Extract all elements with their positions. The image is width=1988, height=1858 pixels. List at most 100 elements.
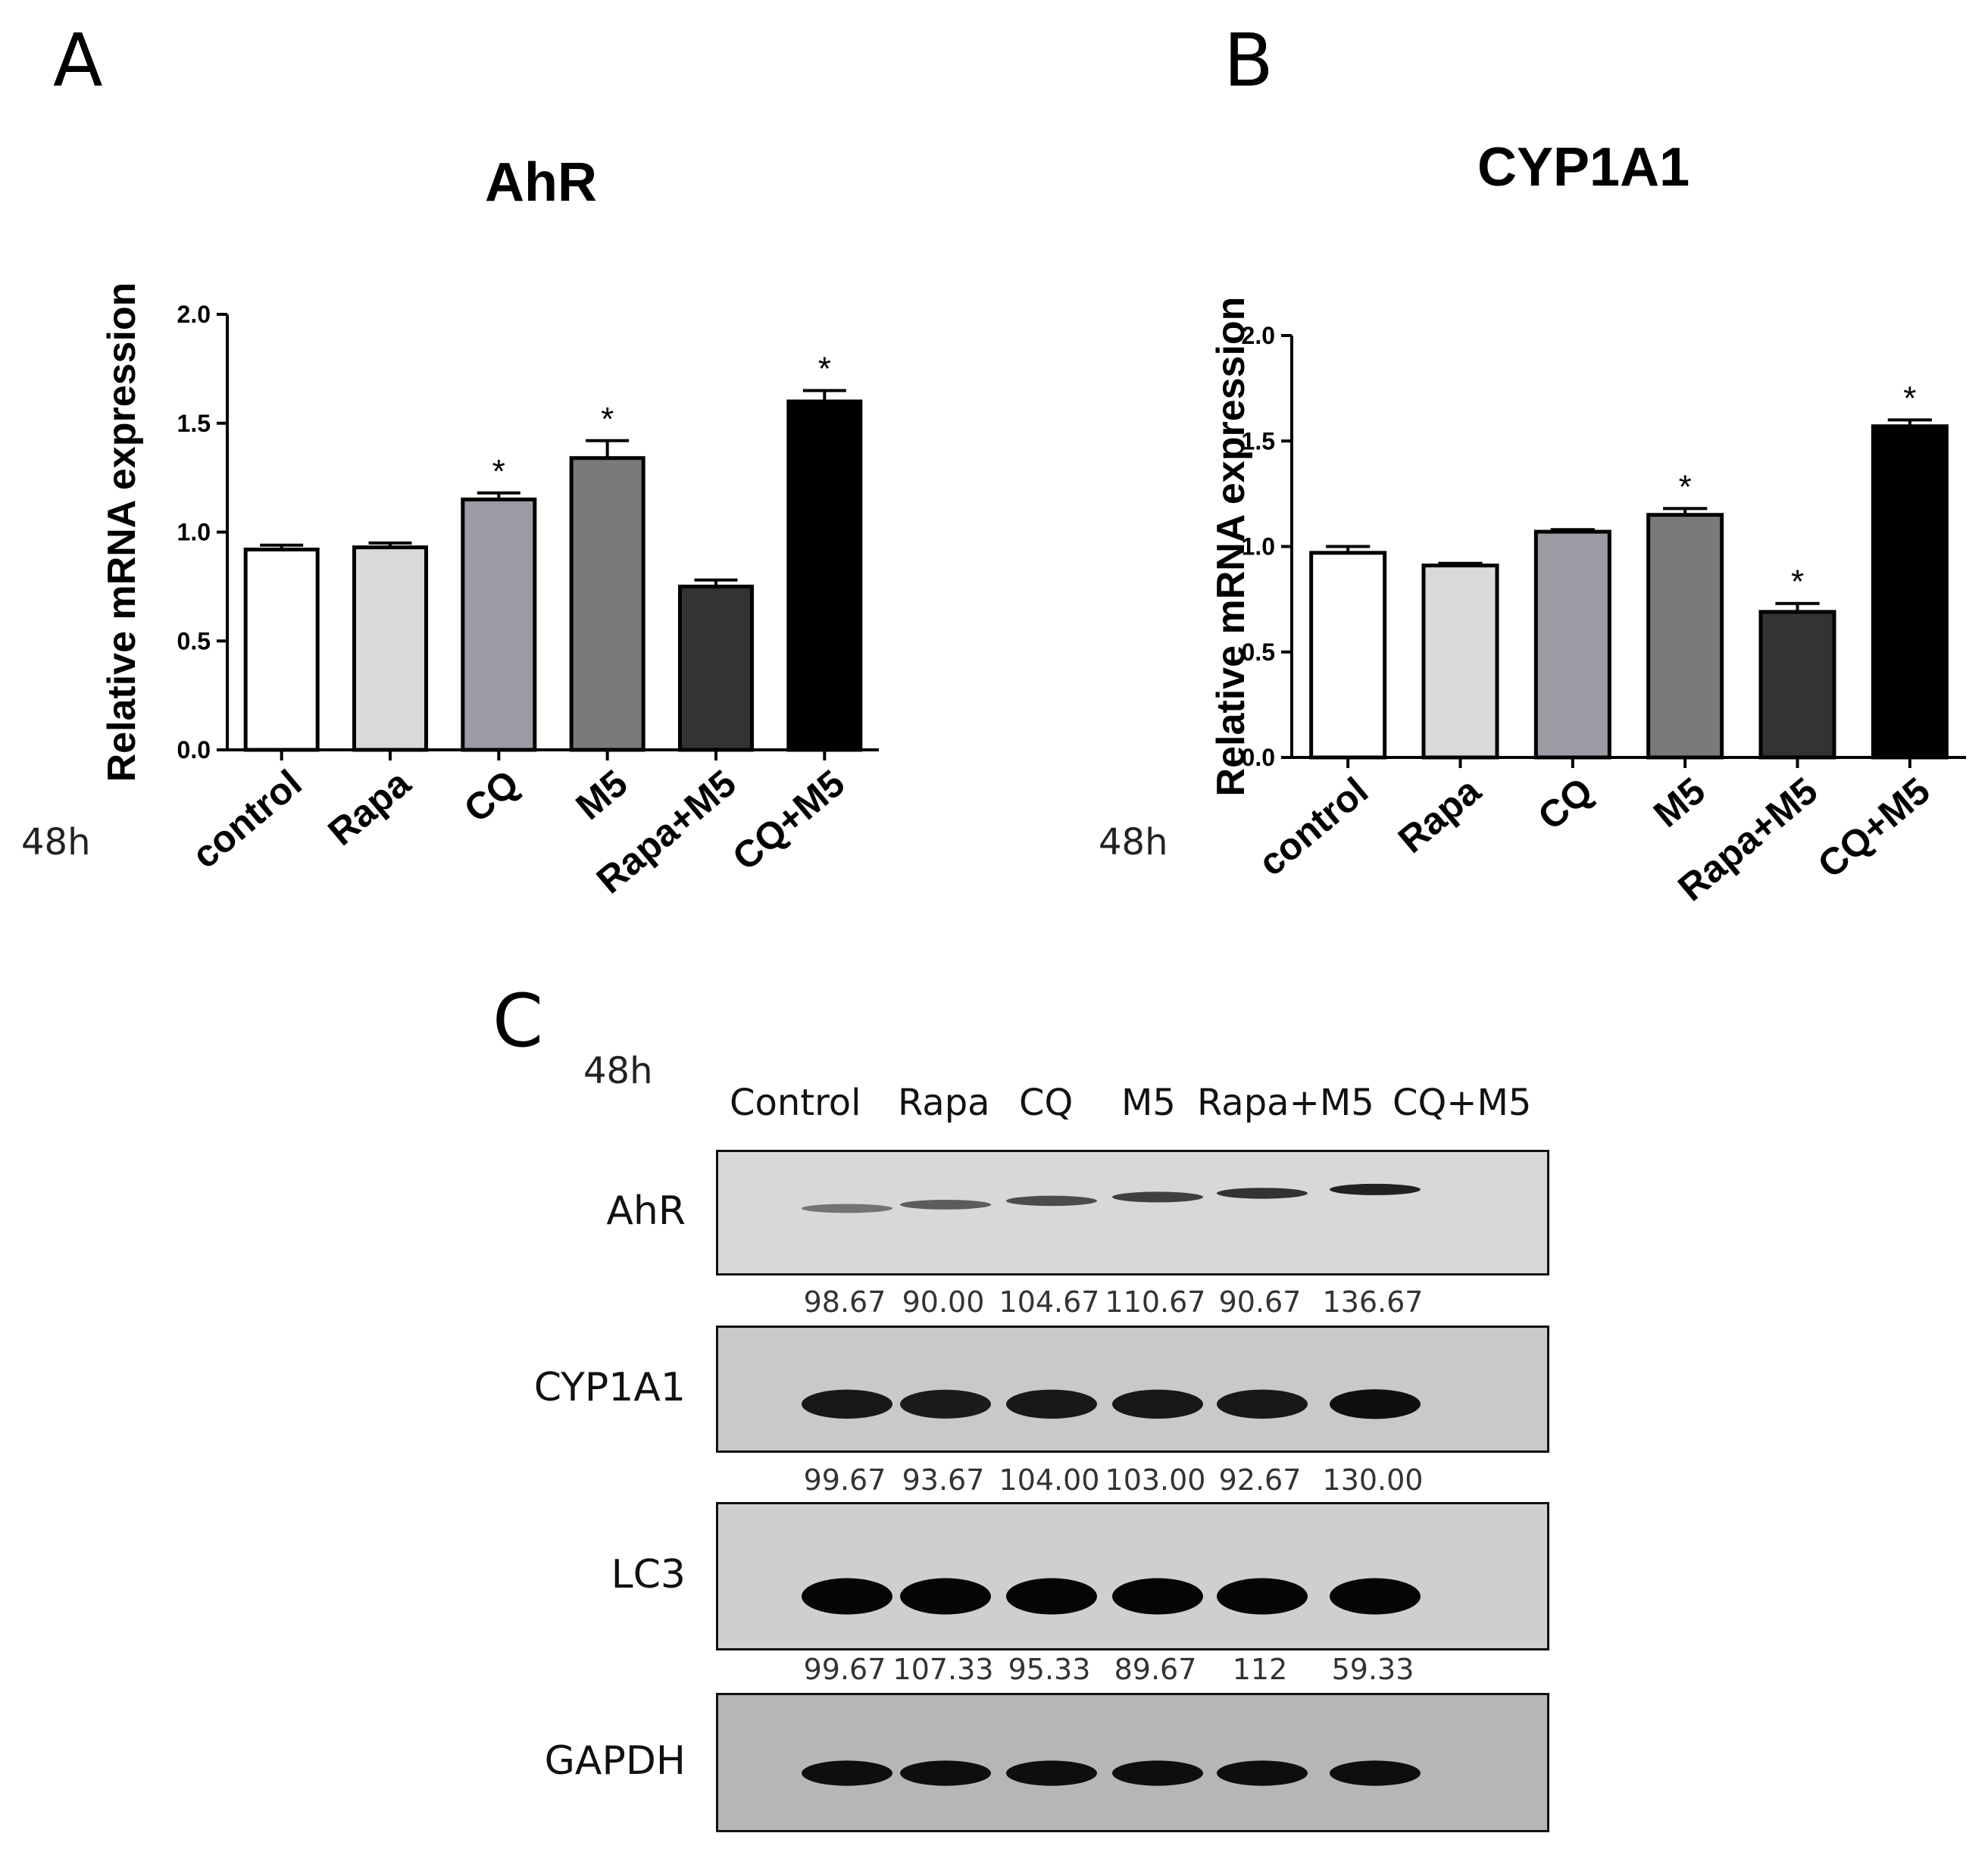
panel-a-letter: A <box>53 18 103 103</box>
bar-control <box>243 548 320 752</box>
bar-cq <box>461 497 537 752</box>
blot-band <box>802 1760 892 1786</box>
blot-band <box>1006 1578 1097 1615</box>
y-tick-label: 0.0 <box>177 736 211 763</box>
blot-band <box>1006 1389 1097 1419</box>
bar-cq-m5 <box>786 399 863 752</box>
blot-band <box>802 1578 892 1615</box>
blot-band <box>900 1578 991 1615</box>
blot-membrane-lc3 <box>716 1502 1549 1650</box>
blot-band <box>802 1204 892 1213</box>
blot-quant-value: 104.67 <box>999 1285 1100 1319</box>
blot-band <box>1112 1191 1203 1203</box>
significance-star: * <box>601 401 614 438</box>
blot-band <box>1330 1578 1421 1615</box>
blot-band <box>900 1760 991 1786</box>
y-tick-label: 1.5 <box>1242 427 1275 454</box>
x-category-label: Rapa <box>1390 769 1489 861</box>
blot-quant-value: 104.00 <box>999 1463 1100 1497</box>
bar-rapa-m5 <box>1758 610 1836 760</box>
y-axis-label: Relative mRNA expression <box>100 283 144 782</box>
x-category-label: Rapa <box>320 761 419 854</box>
bar-m5 <box>1646 513 1724 760</box>
y-tick-label: 0.5 <box>177 627 211 654</box>
y-tick-label: 0.5 <box>1242 639 1275 666</box>
blot-quant-value: 99.67 <box>803 1653 886 1686</box>
x-category-label: M5 <box>568 762 636 829</box>
y-tick-label: 2.0 <box>177 301 211 328</box>
bar-rapa <box>352 545 428 752</box>
significance-star: * <box>1679 468 1692 505</box>
chart-a-title: AhR <box>485 152 597 213</box>
bar-cq <box>1533 529 1611 760</box>
blot-quant-value: 136.67 <box>1322 1285 1424 1319</box>
panel-c-time-label: 48h <box>583 1050 653 1092</box>
blot-membrane-gapdh <box>716 1693 1549 1832</box>
blot-band <box>1217 1760 1308 1786</box>
blot-band <box>1217 1389 1308 1419</box>
blot-membrane-cyp1a1 <box>716 1326 1549 1453</box>
blot-quant-value: 107.33 <box>892 1653 994 1686</box>
x-category-label: CQ <box>456 762 527 831</box>
blot-quant-value: 59.33 <box>1331 1653 1414 1686</box>
blot-quant-value: 99.67 <box>803 1463 886 1497</box>
y-axis-label: Relative mRNA expression <box>1209 297 1253 797</box>
significance-star: * <box>1791 564 1804 601</box>
blot-row-label: CYP1A1 <box>533 1365 686 1410</box>
blot-lane-label: M5 <box>1121 1082 1176 1124</box>
panel-b-time-label: 48h <box>1099 821 1168 863</box>
blot-row-label: AhR <box>606 1188 686 1234</box>
blot-quant-value: 92.67 <box>1218 1463 1302 1497</box>
blot-quant-value: 95.33 <box>1008 1653 1091 1686</box>
blot-lane-label: CQ <box>1019 1082 1074 1124</box>
blot-band <box>900 1200 991 1210</box>
blot-band <box>1217 1188 1308 1199</box>
y-tick-label: 1.0 <box>177 519 211 546</box>
blot-lane-label: Rapa+M5 <box>1197 1082 1374 1124</box>
blot-quant-value: 90.67 <box>1218 1285 1302 1319</box>
blot-band <box>1330 1389 1421 1419</box>
blot-row-label: LC3 <box>611 1552 686 1597</box>
blot-band <box>1330 1183 1421 1195</box>
blot-lane-label: CQ+M5 <box>1393 1082 1532 1124</box>
blot-quant-value: 112 <box>1232 1653 1288 1686</box>
bar-rapa <box>1421 564 1499 760</box>
blot-quant-value: 90.00 <box>902 1285 985 1319</box>
blot-band <box>900 1389 991 1419</box>
y-tick-label: 1.5 <box>177 410 211 437</box>
chart-a: 0.0 0.5 1.0 1.5 2.0 Relative mRNA expression c… <box>100 283 879 901</box>
blot-row-label: GAPDH <box>544 1738 686 1784</box>
x-category-label: CQ+M5 <box>724 762 852 879</box>
panel-c-letter: C <box>492 979 544 1063</box>
blot-band <box>1112 1578 1203 1615</box>
blot-band <box>1217 1578 1308 1615</box>
x-category-label: control <box>184 762 310 877</box>
x-category-label: CQ <box>1530 770 1600 838</box>
significance-star: * <box>492 453 505 490</box>
chart-b-title: CYP1A1 <box>1477 137 1690 198</box>
bar-m5 <box>569 456 645 752</box>
bar-cq-m5 <box>1871 424 1949 760</box>
bar-rapa-m5 <box>678 584 754 752</box>
blot-band <box>1112 1760 1203 1786</box>
blot-lane-label: Rapa <box>898 1082 990 1124</box>
y-tick-label: 0.0 <box>1242 744 1275 771</box>
blot-quant-value: 103.00 <box>1105 1463 1206 1497</box>
blot-band <box>1006 1195 1097 1207</box>
blot-membrane-ahr <box>716 1150 1549 1276</box>
significance-star: * <box>1903 379 1916 417</box>
significance-star: * <box>818 351 831 388</box>
blot-quant-value: 130.00 <box>1322 1463 1424 1497</box>
y-tick-label: 1.0 <box>1242 533 1275 561</box>
bar-control <box>1309 551 1387 760</box>
x-category-label: control <box>1250 770 1376 885</box>
blot-quant-value: 98.67 <box>803 1285 886 1319</box>
blot-band <box>1330 1760 1421 1786</box>
blot-quant-value: 89.67 <box>1114 1653 1197 1686</box>
blot-lane-label: Control <box>730 1082 861 1124</box>
blot-band <box>1112 1389 1203 1419</box>
blot-band <box>802 1389 892 1419</box>
blot-quant-value: 110.67 <box>1105 1285 1206 1319</box>
x-category-label: CQ+M5 <box>1810 770 1938 887</box>
x-category-label: M5 <box>1646 770 1713 836</box>
